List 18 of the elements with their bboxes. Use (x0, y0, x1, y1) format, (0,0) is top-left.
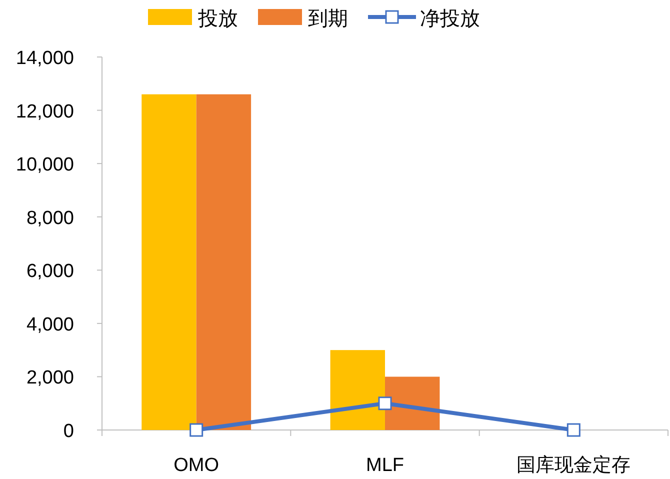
y-tick-label: 4,000 (26, 314, 74, 336)
y-tick-label: 12,000 (16, 101, 74, 122)
bar (385, 376, 440, 430)
y-tick-label: 10,000 (16, 154, 74, 176)
legend-label: 到期 (308, 8, 348, 30)
x-tick-label: 国库现金定存 (516, 454, 631, 476)
y-tick-label: 2,000 (26, 368, 74, 389)
legend-label: 投放 (197, 8, 238, 30)
y-tick-label: 0 (63, 421, 74, 442)
x-tick-label: MLF (366, 455, 404, 476)
bar (142, 94, 196, 430)
y-tick-label: 14,000 (16, 48, 74, 69)
x-tick-label: OMO (174, 455, 220, 476)
legend-label: 净投放 (420, 8, 480, 30)
y-tick-label: 8,000 (26, 208, 74, 229)
bar (330, 350, 385, 430)
y-tick-label: 6,000 (26, 261, 74, 282)
bar (196, 94, 252, 430)
